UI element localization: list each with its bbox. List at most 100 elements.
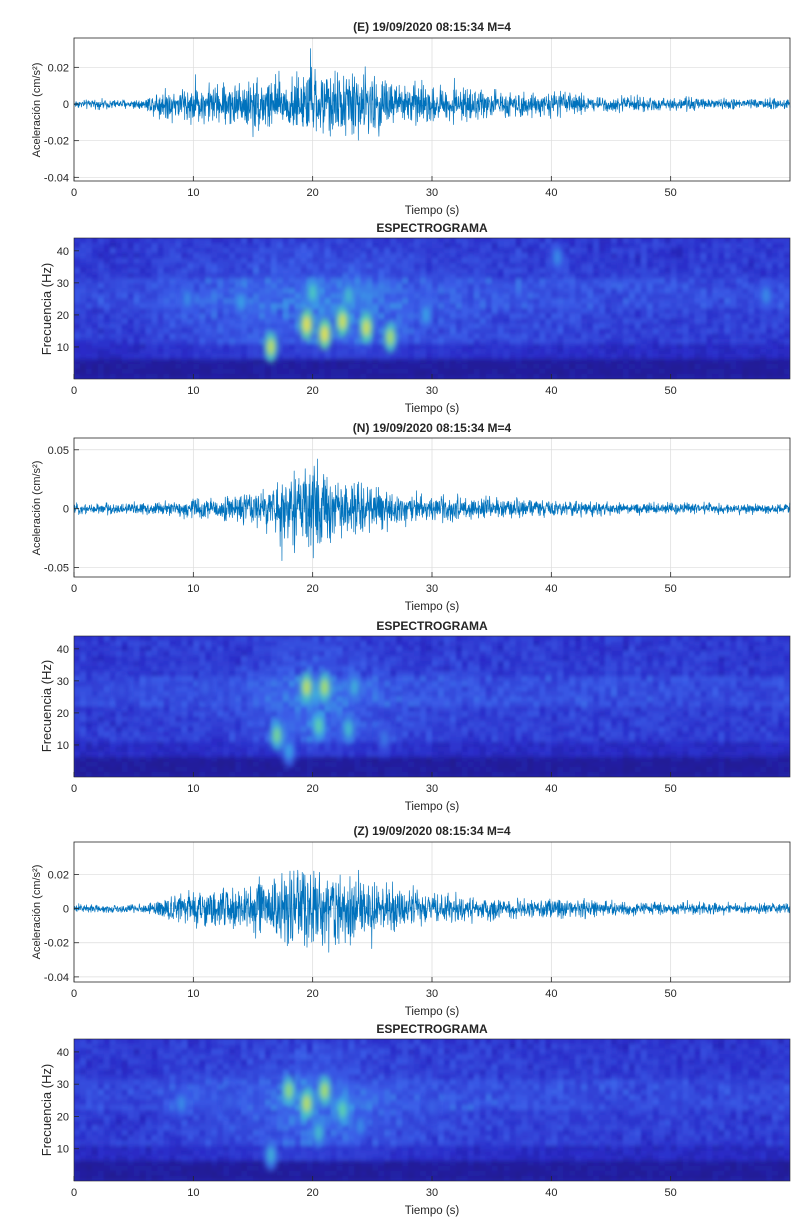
spectrogram-cell	[205, 358, 212, 365]
spectrogram-cell	[360, 263, 367, 269]
spectrogram-cell	[258, 676, 266, 682]
spectrogram-cell	[402, 263, 409, 269]
spectrogram-cell	[193, 293, 200, 300]
spectrogram-cell	[360, 671, 367, 677]
spectrogram-cell	[181, 656, 188, 662]
x-tick-label: 50	[665, 385, 677, 397]
spectrogram-cell	[282, 303, 290, 310]
spectrogram-cell	[754, 248, 761, 254]
spectrogram-cell	[497, 248, 505, 254]
spectrogram-cell	[294, 761, 302, 768]
spectrogram-cell	[91, 243, 99, 249]
spectrogram-cell	[235, 666, 242, 672]
spectrogram-cell	[300, 368, 308, 375]
spectrogram-cell	[646, 363, 654, 370]
spectrogram-cell	[235, 338, 242, 345]
spectrogram-cell	[288, 716, 296, 723]
spectrogram-cell	[229, 363, 236, 370]
spectrogram-cell	[384, 766, 391, 773]
spectrogram-cell	[372, 263, 379, 269]
spectrogram-cell	[103, 348, 111, 355]
spectrogram-cell	[473, 278, 481, 284]
spectrogram-cell	[253, 701, 260, 708]
spectrogram-cell	[664, 318, 672, 325]
spectrogram-cell	[205, 711, 212, 718]
spectrogram-cell	[557, 303, 564, 310]
spectrogram-cell	[145, 661, 153, 667]
spectrogram-cell	[473, 243, 481, 249]
spectrogram-cell	[74, 731, 81, 738]
spectrogram-cell	[199, 313, 206, 320]
spectrogram-cell	[670, 283, 678, 289]
spectrogram-cell	[718, 248, 725, 254]
spectrogram-cell	[336, 636, 344, 642]
y-tick-label: 20	[57, 310, 69, 322]
spectrogram-cell	[253, 363, 260, 370]
spectrogram-cell	[366, 726, 373, 733]
spectrogram-cell	[103, 646, 111, 652]
spectrogram-cell	[85, 298, 93, 305]
spectrogram-cell	[306, 338, 314, 345]
spectrogram-cell	[133, 323, 141, 330]
spectrogram-cell	[718, 278, 725, 284]
spectrogram-cell	[330, 243, 338, 249]
spectrogram-cell	[229, 761, 236, 768]
spectrogram-cell	[336, 263, 344, 269]
spectrogram-cell	[330, 711, 338, 718]
spectrogram-cell	[294, 706, 302, 713]
spectrogram-cell	[533, 333, 540, 340]
spectrogram-cell	[700, 303, 708, 310]
spectrogram-cell	[74, 323, 81, 330]
spectrogram-cell	[437, 238, 445, 244]
spectrogram-cell	[223, 651, 230, 657]
spectrogram-cell	[109, 701, 117, 708]
spectrogram-cell	[646, 283, 654, 289]
spectrogram-cell	[402, 253, 409, 259]
spectrogram-cell	[306, 726, 314, 733]
spectrogram-cell	[432, 293, 439, 300]
spectrogram-cell	[211, 681, 218, 687]
spectrogram-cell	[449, 258, 457, 264]
spectrogram-cell	[611, 373, 618, 379]
spectrogram-cell	[658, 328, 666, 335]
spectrogram-cell	[139, 253, 147, 259]
spectrogram-cell	[378, 681, 385, 687]
spectrogram-cell	[223, 358, 230, 365]
spectrogram-cell	[79, 363, 87, 370]
spectrogram-cell	[569, 298, 576, 305]
spectrogram-cell	[282, 348, 290, 355]
spectrogram-cell	[109, 283, 117, 289]
spectrogram-cell	[121, 736, 129, 743]
spectrogram-cell	[694, 273, 702, 279]
spectrogram-cell	[300, 756, 308, 763]
spectrogram-cell	[115, 721, 123, 728]
spectrogram-cell	[432, 278, 439, 284]
spectrogram-cell	[766, 343, 773, 350]
spectrogram-cell	[414, 243, 421, 249]
spectrogram-cell	[784, 323, 790, 330]
spectrogram-cell	[91, 771, 99, 777]
spectrogram-cell	[682, 363, 690, 370]
spectrogram-cell	[611, 273, 618, 279]
spectrogram-cell	[193, 686, 200, 692]
spectrogram-cell	[640, 368, 648, 375]
spectrogram-cell	[163, 731, 171, 738]
spectrogram-cell	[103, 651, 111, 657]
spectrogram-cell	[79, 726, 87, 733]
spectrogram-cell	[79, 651, 87, 657]
spectrogram-cell	[527, 263, 535, 269]
spectrogram-cell	[551, 368, 558, 375]
spectrogram-cell	[157, 641, 165, 647]
spectrogram-cell	[247, 646, 254, 652]
spectrogram-cell	[235, 373, 242, 379]
spectrogram-cell	[742, 338, 749, 345]
spectrogram-cell	[91, 353, 99, 360]
spectrogram-cell	[437, 258, 445, 264]
spectrogram-cell	[306, 716, 314, 723]
spectrogram-cell	[258, 268, 266, 274]
spectrogram-cell	[396, 238, 403, 244]
spectrogram-cell	[300, 278, 308, 284]
spectrogram-cell	[336, 721, 344, 728]
spectrogram-cell	[241, 686, 248, 692]
spectrogram-cell	[754, 303, 761, 310]
